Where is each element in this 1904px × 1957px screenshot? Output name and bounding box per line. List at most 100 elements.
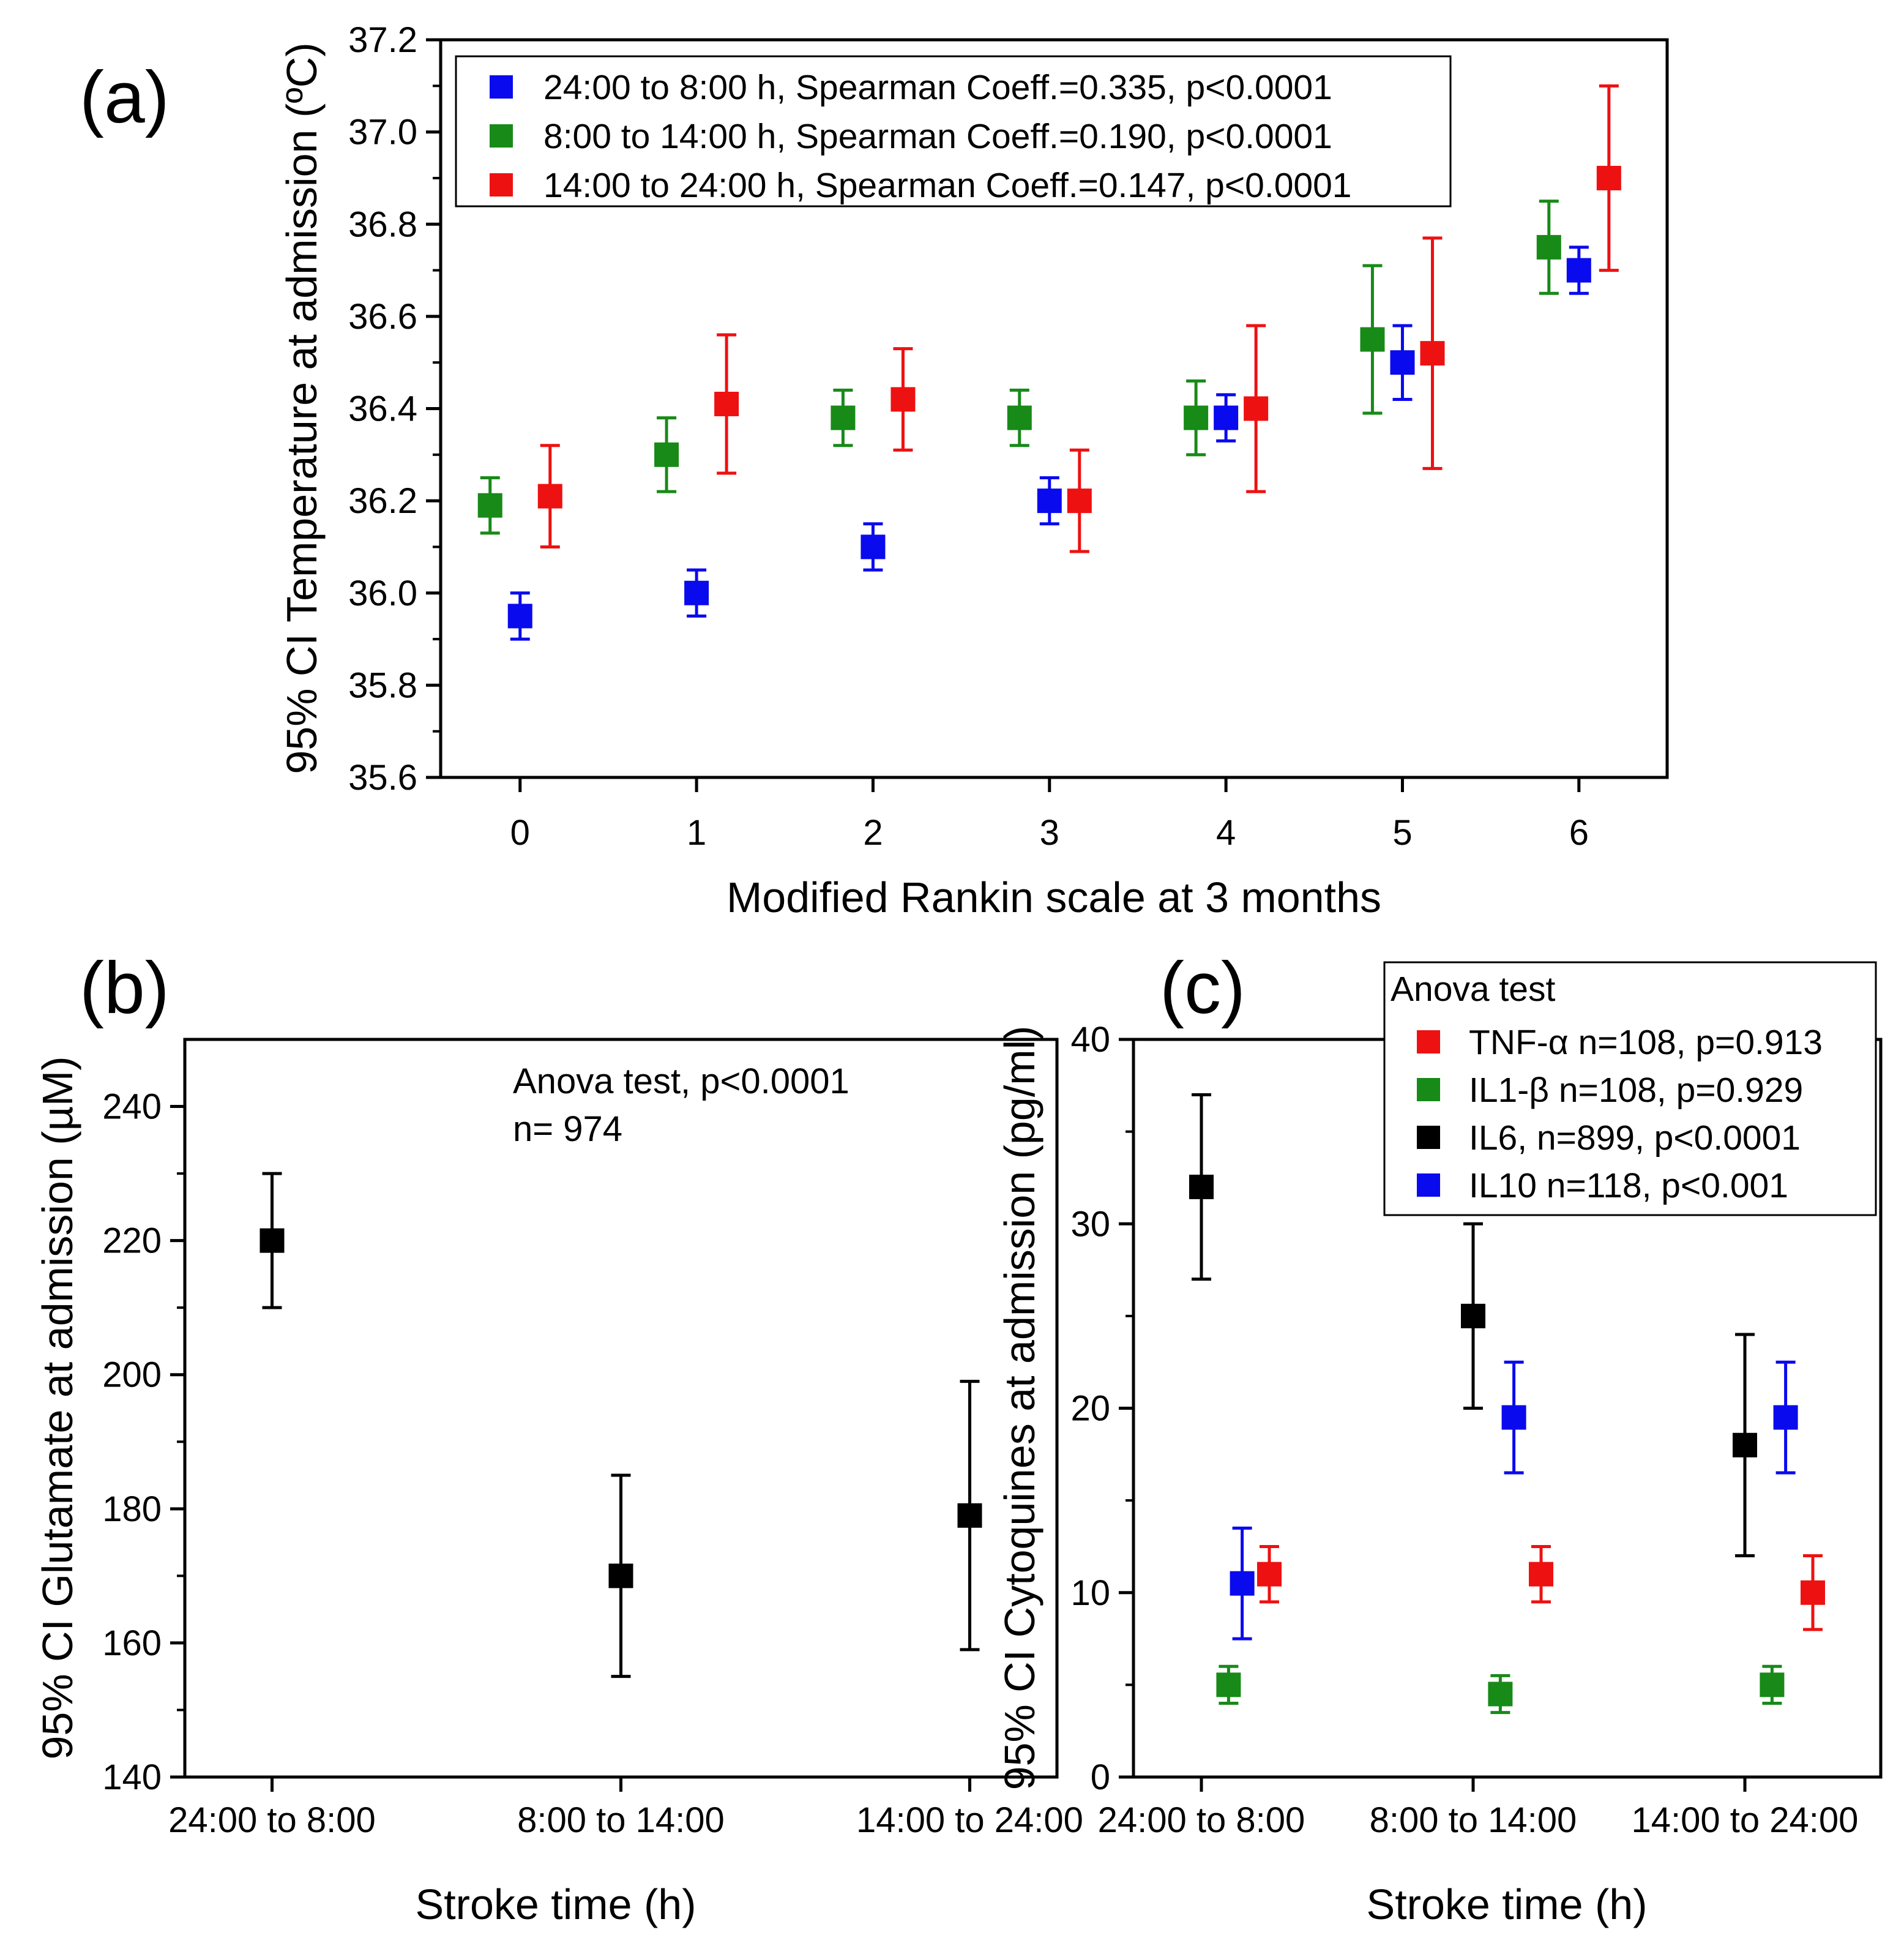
data-point-marker <box>1214 405 1239 430</box>
panel-c-legend-items: TNF-α n=108, p=0.913 IL1-β n=108, p=0.929… <box>1417 1023 1823 1205</box>
x-tick-label: 14:00 to 24:00 <box>1632 1800 1859 1840</box>
data-point-marker <box>1733 1432 1757 1457</box>
data-point-marker <box>259 1228 285 1253</box>
y-tick-label: 36.6 <box>348 297 417 337</box>
panel-c-x-axis-title: Stroke time (h) <box>1367 1880 1648 1928</box>
data-point-marker <box>1390 350 1415 375</box>
y-tick-label: 20 <box>1070 1389 1110 1429</box>
legend-swatch <box>1417 1030 1440 1053</box>
y-tick-label: 180 <box>102 1489 162 1529</box>
legend-entry: TNF-α n=108, p=0.913 <box>1469 1023 1823 1062</box>
data-point-marker <box>1596 165 1621 190</box>
x-tick-label: 0 <box>510 813 530 853</box>
panel-b-annotation-n: n= 974 <box>513 1109 622 1149</box>
legend-entry: IL1-β n=108, p=0.929 <box>1469 1071 1803 1110</box>
y-tick-label: 160 <box>102 1623 162 1663</box>
data-point-marker <box>1360 327 1385 352</box>
legend-entry: IL10 n=118, p<0.001 <box>1469 1166 1788 1205</box>
y-tick-label: 140 <box>102 1757 162 1797</box>
panel-c-marks <box>1189 1093 1825 1715</box>
y-tick-label: 10 <box>1070 1573 1110 1613</box>
panel-a-ticks: 35.6 35.8 36.0 36.2 36.4 36.6 36.8 37.0 37.2 0 1 2 3… <box>348 20 1589 853</box>
panel-c-legend-box <box>1383 961 1877 1216</box>
legend-entry: 8:00 to 14:00 h, Spearman Coeff.=0.190, … <box>543 117 1332 156</box>
legend-entry: 24:00 to 8:00 h, Spearman Coeff.=0.335, … <box>543 68 1332 107</box>
panel-a-legend-box <box>455 55 1452 208</box>
y-tick-label: 220 <box>102 1221 162 1261</box>
data-point-marker <box>831 405 856 430</box>
y-tick-label: 36.8 <box>348 204 417 244</box>
panel-b-x-axis-title: Stroke time (h) <box>416 1880 696 1928</box>
x-tick-label: 1 <box>687 813 706 853</box>
data-point-marker <box>1007 405 1032 430</box>
panel-b-annotation-test: Anova test, p<0.0001 <box>513 1061 849 1101</box>
data-point-marker <box>1461 1303 1485 1328</box>
data-point-marker <box>1488 1682 1513 1707</box>
data-point-marker <box>608 1563 633 1588</box>
data-point-marker <box>1566 258 1591 283</box>
x-tick-label: 2 <box>863 813 883 853</box>
x-tick-label: 24:00 to 8:00 <box>168 1800 376 1840</box>
data-point-marker <box>654 442 679 467</box>
data-point-marker <box>1189 1175 1214 1199</box>
panel-c-label: (c) <box>1160 947 1245 1029</box>
data-point-marker <box>1067 488 1092 514</box>
panel-c-ticks: 0 10 20 30 40 24:00 to 8:00 8:00 to 14:00 14:00… <box>1070 1020 1858 1840</box>
legend-entry: IL6, n=899, p<0.0001 <box>1469 1118 1801 1158</box>
legend-swatch <box>1417 1126 1440 1149</box>
panel-b-plot-frame <box>183 1038 1059 1779</box>
data-point-marker <box>537 484 562 509</box>
panel-a-marks <box>477 84 1621 641</box>
x-tick-label: 4 <box>1216 813 1236 853</box>
y-tick-label: 36.4 <box>348 389 417 429</box>
x-tick-label: 8:00 to 14:00 <box>1370 1800 1577 1840</box>
y-tick-label: 200 <box>102 1355 162 1395</box>
x-tick-label: 3 <box>1040 813 1059 853</box>
panel-a-plot-frame <box>439 38 1669 779</box>
panel-a: (a) 35.6 35.8 36.0 36.2 36.4 36.6 36.8 37.0 37.2… <box>80 20 1669 921</box>
y-tick-label: 240 <box>102 1087 162 1127</box>
panel-a-x-axis-title: Modified Rankin scale at 3 months <box>726 874 1381 921</box>
data-point-marker <box>507 604 532 629</box>
legend-swatch <box>490 124 513 148</box>
y-tick-label: 35.6 <box>348 758 417 798</box>
data-point-marker <box>1760 1672 1785 1697</box>
panel-b-ticks: 140 160 180 200 220 240 24:00 to 8:00 8:00 to 1… <box>102 1087 1083 1840</box>
x-tick-label: 5 <box>1392 813 1412 853</box>
panel-b-marks <box>259 1172 982 1678</box>
y-tick-label: 0 <box>1091 1757 1110 1797</box>
legend-swatch <box>1417 1173 1440 1197</box>
data-point-marker <box>477 493 502 518</box>
y-tick-label: 36.2 <box>348 481 417 521</box>
panel-a-legend-items: 24:00 to 8:00 h, Spearman Coeff.=0.335, … <box>490 68 1352 205</box>
y-tick-label: 35.8 <box>348 665 417 705</box>
x-tick-label: 6 <box>1569 813 1589 853</box>
data-point-marker <box>714 391 739 416</box>
data-point-marker <box>1257 1562 1282 1587</box>
panel-a-y-axis-title: 95% CI Temperature at admission (ºC) <box>278 42 326 774</box>
legend-swatch <box>490 75 513 99</box>
data-point-marker <box>1244 396 1269 421</box>
panel-c-legend-title: Anova test <box>1391 970 1555 1009</box>
panel-b-y-axis-title: 95% CI Glutamate at admission (µM) <box>34 1056 81 1759</box>
y-tick-label: 40 <box>1070 1020 1110 1060</box>
x-tick-label: 14:00 to 24:00 <box>856 1800 1083 1840</box>
data-point-marker <box>1184 405 1209 430</box>
legend-swatch <box>490 173 513 196</box>
data-point-marker <box>890 387 916 412</box>
data-point-marker <box>1773 1405 1798 1430</box>
x-tick-label: 24:00 to 8:00 <box>1098 1800 1305 1840</box>
legend-entry: 14:00 to 24:00 h, Spearman Coeff.=0.147,… <box>543 166 1352 205</box>
y-tick-label: 30 <box>1070 1204 1110 1244</box>
panel-c: (c) 0 10 20 30 40 24:00 to 8:00 8:00 to 14:00 1… <box>996 947 1883 1928</box>
panel-b-label: (b) <box>80 947 170 1029</box>
data-point-marker <box>957 1503 982 1528</box>
panel-b: (b) 140 160 180 200 220 240 24:00 to 8:00 8:00 … <box>34 947 1083 1928</box>
panel-a-legend: 24:00 to 8:00 h, Spearman Coeff.=0.335, … <box>455 55 1452 208</box>
legend-swatch <box>1417 1078 1440 1101</box>
data-point-marker <box>1501 1405 1526 1430</box>
panel-c-y-axis-title: 95% CI Cytoquines at admission (pg/ml) <box>996 1026 1043 1790</box>
data-point-marker <box>1536 234 1561 260</box>
data-point-marker <box>1037 488 1062 514</box>
